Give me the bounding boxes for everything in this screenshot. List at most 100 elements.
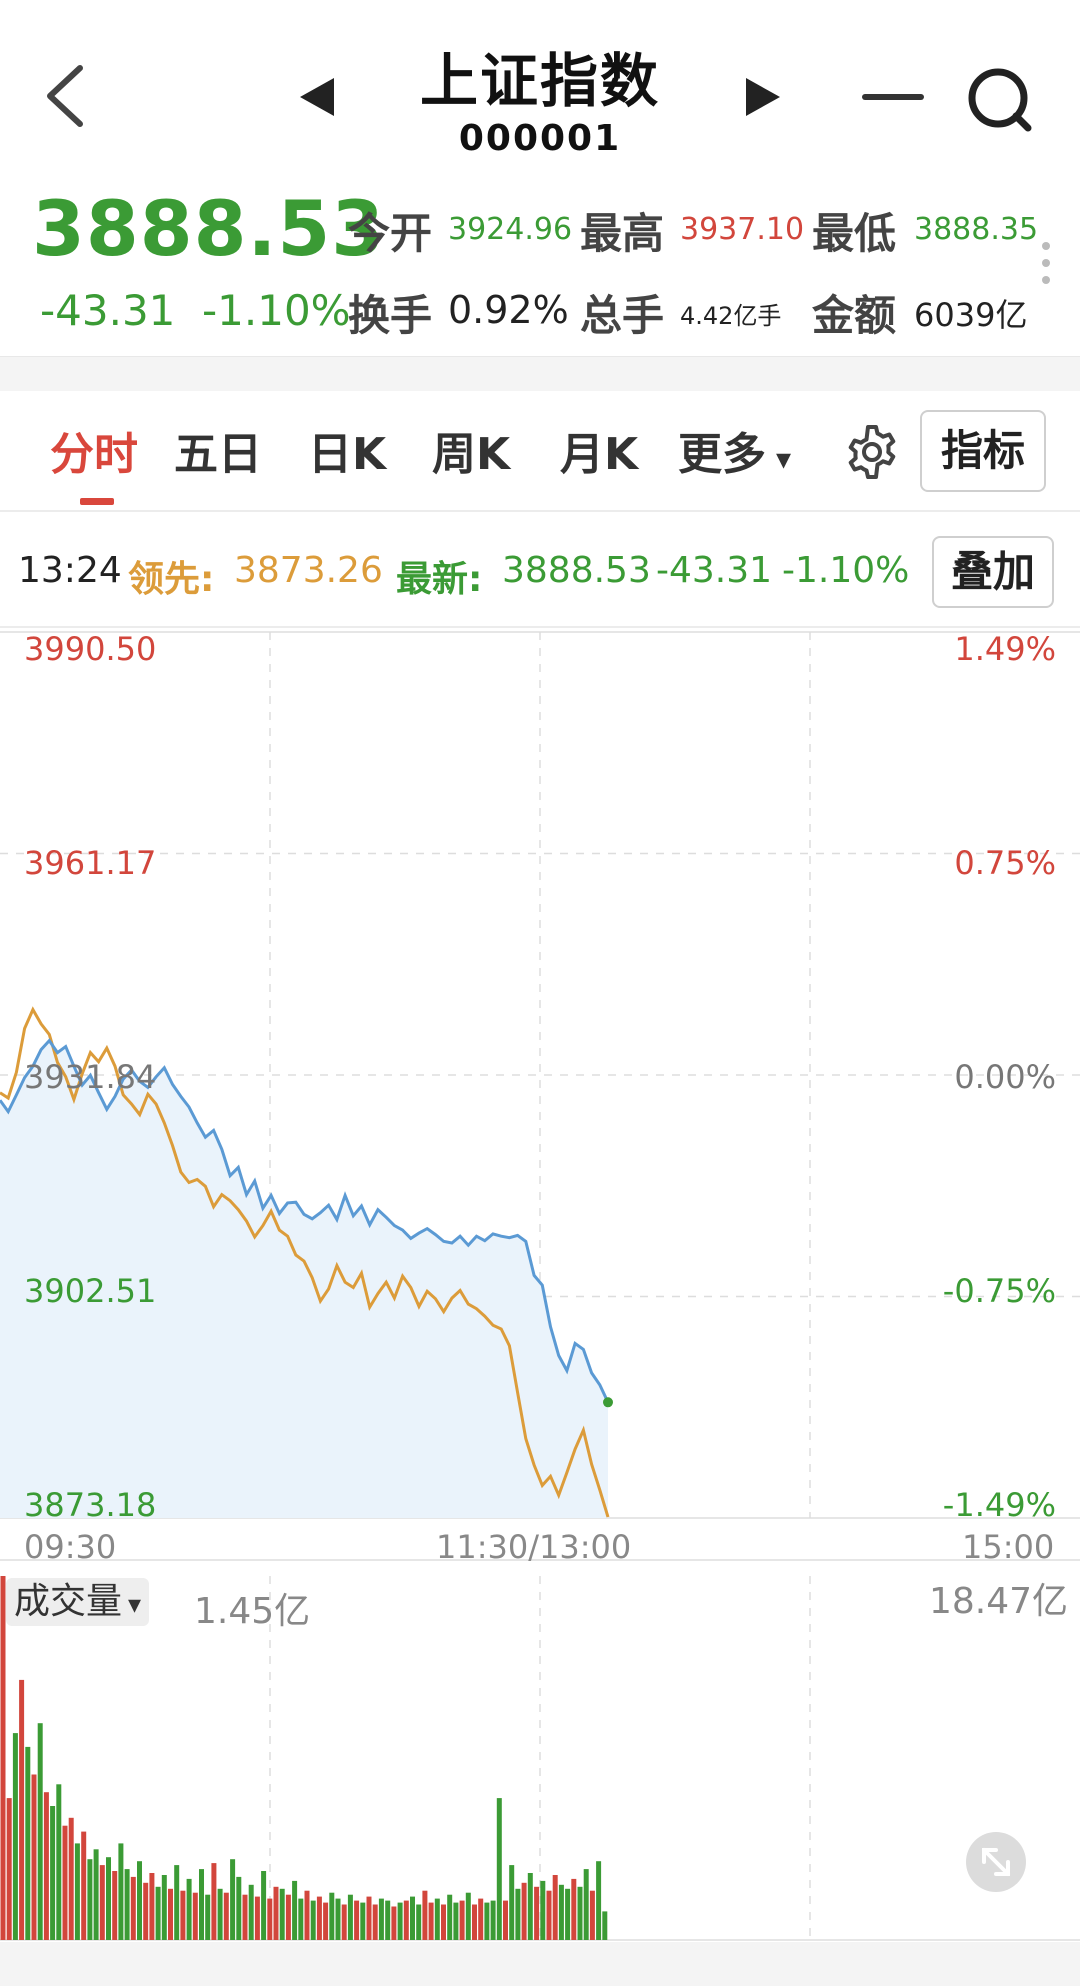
y-label-right-1: 1.49% <box>954 630 1056 668</box>
volume-bar <box>0 1576 6 1940</box>
volume-bar <box>472 1904 477 1940</box>
last-price-dot <box>603 1397 613 1408</box>
y-label-left-3: 3931.84 <box>24 1058 157 1096</box>
volume-bar <box>571 1878 577 1940</box>
volume-bar <box>242 1894 248 1940</box>
y-label-left-1: 3990.50 <box>24 630 157 668</box>
volume-bar <box>279 1888 285 1940</box>
volume-bar <box>211 1863 217 1940</box>
indicator-button[interactable]: 指标 <box>920 410 1046 492</box>
volume-bar <box>68 1817 74 1940</box>
tab-intraday[interactable]: 分时 <box>50 429 138 480</box>
volume-bar <box>310 1900 316 1940</box>
price-change: -43.31 <box>40 286 176 335</box>
volume-bar <box>19 1679 25 1940</box>
volume-bar <box>583 1869 589 1940</box>
lead-value: 3873.26 <box>234 550 383 591</box>
price-line <box>0 1038 610 1403</box>
volume-bar <box>391 1906 397 1940</box>
volume-bar <box>81 1831 87 1940</box>
volume-bar <box>137 1861 142 1940</box>
y-label-left-4: 3902.51 <box>24 1272 157 1310</box>
tab-five-day[interactable]: 五日 <box>174 429 262 480</box>
minimize-icon[interactable] <box>862 94 924 102</box>
search-icon[interactable] <box>966 66 1034 134</box>
volume-label: 总手 <box>580 291 665 340</box>
tab-more-label: 更多 <box>678 429 766 480</box>
volume-bar <box>31 1774 37 1940</box>
volume-bar <box>273 1886 279 1940</box>
volume-bar <box>441 1904 446 1940</box>
volume-bar <box>565 1888 571 1940</box>
y-label-left-5: 3873.18 <box>24 1486 157 1524</box>
y-label-right-5: -1.49% <box>942 1486 1056 1524</box>
next-icon[interactable] <box>742 76 784 118</box>
volume-bar <box>124 1869 130 1940</box>
volume-bar <box>99 1865 105 1940</box>
volume-bar <box>354 1900 360 1940</box>
amount-value: 6039亿 <box>914 296 1028 334</box>
volume-bar <box>385 1900 391 1940</box>
volume-bar <box>223 1892 229 1940</box>
y-label-left-2: 3961.17 <box>24 844 157 882</box>
intraday-chart[interactable] <box>0 628 1080 1942</box>
y-label-right-2: 0.75% <box>954 844 1056 882</box>
current-volume: 1.45亿 <box>194 1591 311 1632</box>
volume-selector[interactable]: 成交量 ▾ <box>6 1578 150 1626</box>
volume-bar <box>372 1904 378 1940</box>
section-separator <box>0 356 1080 391</box>
volume-bar <box>410 1896 415 1940</box>
x-label-open: 09:30 <box>24 1528 117 1566</box>
volume-bar <box>422 1890 428 1940</box>
volume-bar <box>143 1882 149 1940</box>
tab-monthly-k[interactable]: 月K <box>560 429 639 480</box>
volume-bar <box>155 1886 161 1940</box>
volume-bar <box>254 1896 260 1940</box>
volume-bar <box>465 1892 471 1940</box>
volume-bar <box>453 1902 459 1940</box>
volume-bar <box>161 1875 167 1940</box>
volume-bar <box>6 1798 12 1940</box>
volume-bar <box>360 1902 366 1940</box>
volume-value: 4.42亿手 <box>680 302 782 330</box>
current-price: 3888.53 <box>32 184 386 273</box>
active-tab-indicator <box>80 498 114 505</box>
volume-bar <box>267 1898 273 1940</box>
low-value: 3888.35 <box>914 212 1039 247</box>
volume-bar <box>43 1792 49 1940</box>
gear-icon[interactable] <box>844 424 900 480</box>
volume-bar <box>248 1884 254 1940</box>
volume-bar <box>558 1884 564 1940</box>
volume-bar <box>521 1882 527 1940</box>
volume-bar <box>205 1894 211 1940</box>
volume-bar <box>378 1898 384 1940</box>
more-vertical-icon[interactable] <box>1040 240 1052 286</box>
volume-bar <box>484 1902 490 1940</box>
latest-label: 最新: <box>396 559 483 600</box>
volume-bar <box>335 1898 341 1940</box>
tab-more[interactable]: 更多 ▾ <box>678 418 791 482</box>
volume-bar <box>25 1746 31 1940</box>
amount-label: 金额 <box>812 291 897 340</box>
volume-bar <box>552 1875 558 1940</box>
page-title: 上证指数 <box>419 47 660 115</box>
volume-bar <box>37 1723 43 1940</box>
chevron-down-icon: ▾ <box>776 442 792 477</box>
volume-bar <box>503 1900 508 1940</box>
back-icon[interactable] <box>40 62 92 130</box>
volume-bar <box>447 1894 453 1940</box>
latest-percent: -1.10% <box>782 550 910 591</box>
overlay-button[interactable]: 叠加 <box>932 536 1054 608</box>
prev-icon[interactable] <box>296 76 338 118</box>
volume-bar <box>589 1890 595 1940</box>
volume-bar <box>298 1898 304 1940</box>
expand-icon[interactable] <box>964 1830 1028 1894</box>
x-label-midday: 11:30/13:00 <box>436 1528 632 1566</box>
price-area <box>0 1040 608 1518</box>
volume-bar <box>106 1857 111 1940</box>
y-label-right-4: -0.75% <box>942 1272 1056 1310</box>
tab-weekly-k[interactable]: 周K <box>432 429 511 480</box>
volume-bar <box>50 1806 56 1940</box>
tab-daily-k[interactable]: 日K <box>308 429 387 480</box>
volume-bar <box>180 1890 186 1940</box>
